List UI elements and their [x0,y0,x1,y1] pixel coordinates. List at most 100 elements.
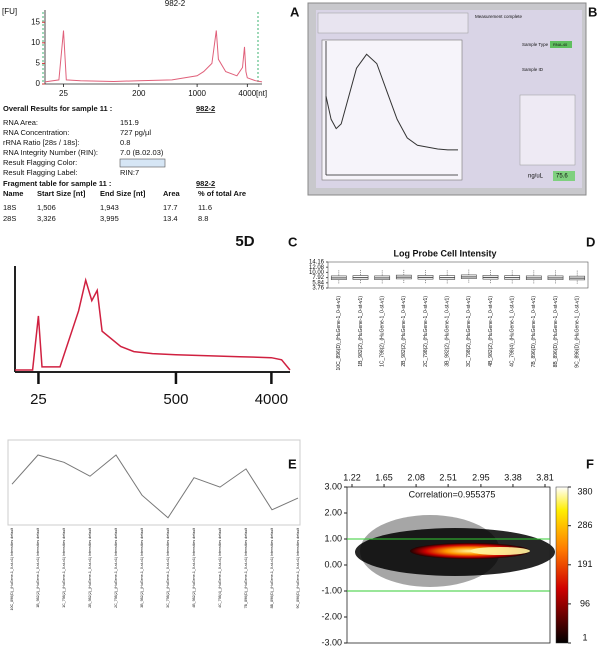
colorbar-label: 380 [577,486,592,496]
x-tick-label: 3B_982(2)_(HuGene-1_0-st-v1) Intensities… [140,528,144,608]
panel-label: E [288,456,297,471]
panel-label: A [290,4,300,19]
x-tick-label: 2.51 [439,472,457,482]
report-label: Result Flagging Label: [3,168,78,177]
x-tick-label: 7B_896(D)_(HuGene-1_0-st-v1) Intensities… [244,528,248,608]
report-sample: 982-2 [196,104,215,113]
series-line [325,53,458,151]
x-tick-label: 500 [163,391,188,408]
panel-frame [7,439,301,526]
x-tick-label: 4B_982(2)_(HuGene-1_0-st-v1) Intensities… [192,528,196,608]
x-tick-label: 3.38 [504,472,522,482]
x-tick-label: 1C_798(2)_(HuGene-1_0-st-v1) [379,296,385,367]
report-label: RNA Integrity Number (RIN): [3,148,98,157]
status: Measurement complete [475,14,523,19]
spectrum-frame [321,39,463,181]
colorbar-label: 96 [580,598,590,608]
x-tick-label: 2C_798(2)_(HuGene-1_0-st-v1) [423,296,429,367]
x-tick-label: 2.08 [407,472,425,482]
y-tick-label: 7.92 [312,275,324,281]
panel-label: B [588,4,597,19]
panel-label: C [288,234,298,249]
col-header: Area [163,189,181,198]
x-tick-label: 2.95 [472,472,490,482]
table-cell: 8.8 [198,214,208,223]
fragment-sample: 982-2 [196,179,215,188]
panel-label: D [586,234,595,249]
fragment-title: Fragment table for sample 11 : [3,179,111,188]
y-tick-label: 10.00 [309,270,325,276]
chart-title: Correlation=0.955375 [409,489,496,499]
table-cell: 13.4 [163,214,178,223]
table-cell: 11.6 [198,203,212,212]
report-value: 727 pg/µl [120,128,151,137]
series-line [44,30,263,83]
report-value: 151.9 [120,118,139,127]
x-tick-label: 4000 [255,391,288,408]
y-tick-label: -2.00 [321,611,342,621]
colorbar [555,486,569,644]
table-cell: 3,995 [100,214,119,223]
x-tick-label: 1000 [188,89,206,98]
x-tick-label: 4B_982(2)_(HuGene-1_0-st-v1) [488,296,494,367]
y-tick-label: 15 [31,17,40,26]
screen-reading: 75.6 [556,174,568,180]
table-cell: 28S [3,214,16,223]
y-tick-label: 5 [36,59,41,68]
report-label: Result Flagging Color: [3,158,77,167]
x-tick-label: 9C_896(D)_(HuGene-1_0-st-v1) [574,296,580,368]
screen-label: Sample Type [522,42,549,47]
button-bar [317,12,469,34]
x-tick-label: 8B_896(D)_(HuGene-1_0-st-v1) [553,296,559,368]
colorbar-label: 1 [582,632,587,642]
col-header: Start Size [nt] [37,189,86,198]
x-tick-label: 8B_896(D)_(HuGene-1_0-st-v1) Intensities… [270,528,274,608]
y-tick-label: 1.00 [324,533,342,543]
x-axis-label: [nt] [256,89,267,98]
report-label: RNA Area: [3,118,38,127]
report-value: 0.8 [120,138,130,147]
x-tick-label: 4C_798(4)_(HuGene-1_0-st-v1) Intensities… [218,528,222,608]
screen-label: Sample ID [522,67,544,72]
x-tick-label: 25 [30,391,47,408]
y-tick-label: 12.08 [309,265,325,271]
x-tick-label: 10C_896(D)_(HuGene-1_0-st-v1) [336,296,342,371]
table-cell: 17.7 [163,203,178,212]
x-tick-label: 2B_982(2)_(HuGene-1_0-st-v1) Intensities… [88,528,92,608]
y-tick-label: -1.00 [321,585,342,595]
col-header: % of total Are [198,189,246,198]
colorbar-label: 191 [577,559,592,569]
plot-frame [327,261,589,289]
chart-title: Log Probe Cell Intensity [393,248,496,258]
x-tick-label: 2B_982(2)_(HuGene-1_0-st-v1) [401,296,407,367]
report-value: 7.0 (B.02.03) [120,148,164,157]
y-tick-label: 3.00 [324,481,342,491]
x-tick-label: 3.81 [536,472,554,482]
x-tick-label: 2C_798(2)_(HuGene-1_0-st-v1) Intensities… [114,528,118,608]
x-tick-label: 200 [132,89,146,98]
report-value: RIN:7 [120,168,139,177]
table-cell: 18S [3,203,16,212]
x-tick-label: 1C_798(2)_(HuGene-1_0-st-v1) Intensities… [62,528,66,608]
x-tick-label: 25 [59,89,68,98]
x-tick-label: 9C_896(D)_(HuGene-1_0-st-v1) Intensities… [296,528,300,609]
x-tick-label: 3C_798(2)_(HuGene-1_0-st-v1) [466,296,472,367]
y-axis-label: [FU] [2,7,17,16]
density-cloud [355,515,555,587]
screen-table [519,94,576,166]
y-tick-label: -3.00 [321,637,342,647]
screen-box [553,171,575,181]
panel-label: F [586,456,594,471]
flag-color [119,158,166,168]
chart-title: 982-2 [165,0,186,8]
x-tick-label: 1.65 [375,472,393,482]
series-line [11,454,299,519]
x-tick-label: 4000 [238,89,256,98]
colorbar-label: 286 [577,520,592,530]
screen-value: RNA-40 [553,42,568,47]
y-tick-label: 0 [36,79,41,88]
report-title: Overall Results for sample 11 : [3,104,112,113]
series-line [15,277,291,371]
y-tick-label: 0.00 [324,559,342,569]
